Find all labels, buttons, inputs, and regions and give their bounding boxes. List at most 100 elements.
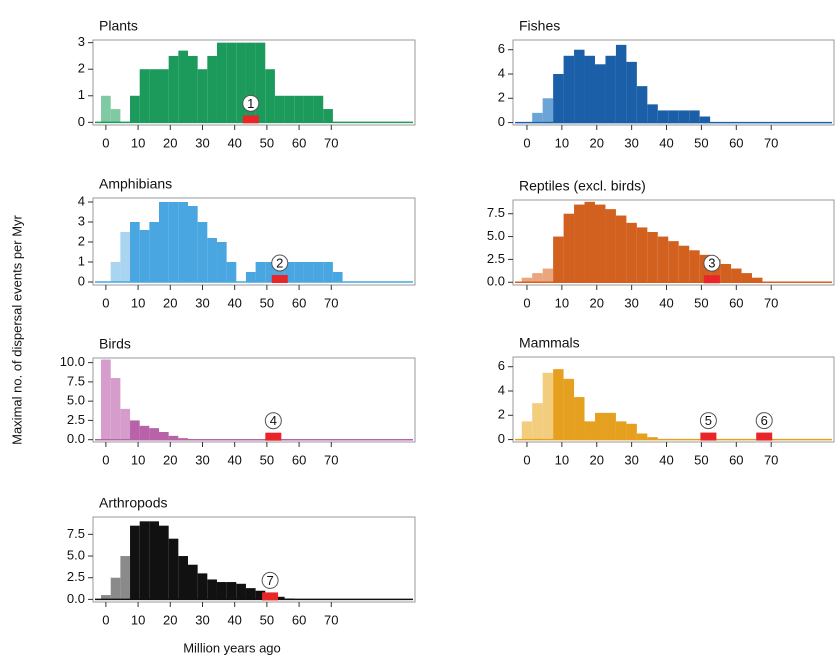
- area-step: [207, 238, 217, 282]
- x-tick-label: 0: [102, 612, 109, 627]
- event-label: 7: [266, 573, 273, 588]
- event-marker: [700, 433, 716, 441]
- x-tick-label: 30: [624, 452, 638, 467]
- area-step: [236, 584, 246, 600]
- area-step: [553, 74, 563, 123]
- x-tick-label: 30: [195, 295, 209, 310]
- y-tick-label: 0: [498, 114, 505, 129]
- area-step: [574, 397, 584, 440]
- area-step: [265, 69, 275, 122]
- area-step: [605, 413, 615, 440]
- event-marker: [272, 275, 288, 283]
- area-step: [564, 56, 574, 123]
- x-tick-label: 40: [227, 295, 241, 310]
- x-tick-label: 60: [729, 452, 743, 467]
- y-tick-label: 0: [498, 431, 505, 446]
- y-tick-label: 5.0: [487, 228, 505, 243]
- area-step: [314, 96, 324, 123]
- area-step: [721, 264, 731, 282]
- area-step: [689, 250, 699, 282]
- area-step: [217, 43, 227, 123]
- area-step: [637, 227, 647, 282]
- area-step: [585, 56, 595, 123]
- x-tick-label: 10: [131, 135, 145, 150]
- x-tick-label: 40: [227, 452, 241, 467]
- area-step: [574, 205, 584, 283]
- area-step: [159, 69, 169, 122]
- area-step: [149, 428, 159, 440]
- y-tick-label: 3: [78, 34, 85, 49]
- y-tick-label: 4: [498, 382, 505, 397]
- y-tick-label: 2: [498, 90, 505, 105]
- area-step: [668, 241, 678, 282]
- x-tick-label: 40: [227, 612, 241, 627]
- area-step: [120, 556, 130, 599]
- area-step: [553, 369, 563, 439]
- area-step: [626, 62, 636, 123]
- area-step: [532, 403, 542, 439]
- area-step: [227, 582, 237, 599]
- area-step: [616, 216, 626, 283]
- area-step: [731, 269, 741, 283]
- event-marker: [704, 275, 720, 283]
- area-step: [658, 237, 668, 283]
- y-tick-label: 0: [78, 273, 85, 288]
- area-step: [101, 360, 111, 440]
- area-step: [595, 64, 605, 122]
- x-tick-label: 70: [324, 612, 338, 627]
- x-tick-label: 20: [163, 295, 177, 310]
- area-step: [256, 262, 266, 282]
- x-tick-label: 20: [590, 452, 604, 467]
- x-tick-label: 0: [102, 135, 109, 150]
- area-step: [605, 209, 615, 282]
- area-step: [246, 588, 256, 599]
- area-step: [246, 272, 256, 282]
- y-axis-label: Maximal no. of dispersal events per Myr: [9, 214, 24, 444]
- area-step: [120, 232, 130, 282]
- figure: Maximal no. of dispersal events per Myr …: [0, 0, 836, 659]
- x-tick-label: 0: [102, 452, 109, 467]
- event-marker: [262, 592, 278, 600]
- area-step: [256, 43, 266, 123]
- x-tick-label: 50: [694, 295, 708, 310]
- y-tick-label: 0.0: [487, 274, 505, 289]
- area-step: [679, 246, 689, 283]
- y-tick-label: 3: [78, 213, 85, 228]
- area-step: [178, 556, 188, 599]
- area-step: [647, 232, 657, 282]
- area-step: [159, 202, 169, 282]
- area-step: [130, 96, 140, 123]
- area-step: [140, 426, 150, 440]
- panel-title: Arthropods: [99, 495, 167, 511]
- area-step: [574, 50, 584, 123]
- y-tick-label: 6: [498, 358, 505, 373]
- x-tick-label: 30: [624, 135, 638, 150]
- area-step: [236, 43, 246, 123]
- event-label: 6: [761, 413, 768, 428]
- x-tick-label: 50: [694, 135, 708, 150]
- x-tick-label: 60: [292, 135, 306, 150]
- x-tick-label: 20: [163, 452, 177, 467]
- area-step: [149, 521, 159, 599]
- event-label: 4: [270, 413, 277, 428]
- area-step: [111, 378, 121, 440]
- area-step: [101, 96, 111, 123]
- area-step: [120, 409, 130, 440]
- x-tick-label: 30: [195, 612, 209, 627]
- area-step: [626, 424, 636, 440]
- area-step: [140, 230, 150, 282]
- area-step: [140, 69, 150, 122]
- area-step: [130, 420, 140, 439]
- x-axis-label: Million years ago: [183, 640, 281, 655]
- x-tick-label: 50: [260, 295, 274, 310]
- y-tick-label: 0: [78, 114, 85, 129]
- area-step: [217, 242, 227, 282]
- area-step: [585, 202, 595, 282]
- x-tick-label: 50: [260, 452, 274, 467]
- x-tick-label: 40: [659, 452, 673, 467]
- y-tick-label: 7.5: [67, 373, 85, 388]
- y-tick-label: 2.5: [487, 251, 505, 266]
- area-step: [637, 86, 647, 122]
- x-tick-label: 30: [195, 135, 209, 150]
- y-tick-label: 4: [78, 193, 85, 208]
